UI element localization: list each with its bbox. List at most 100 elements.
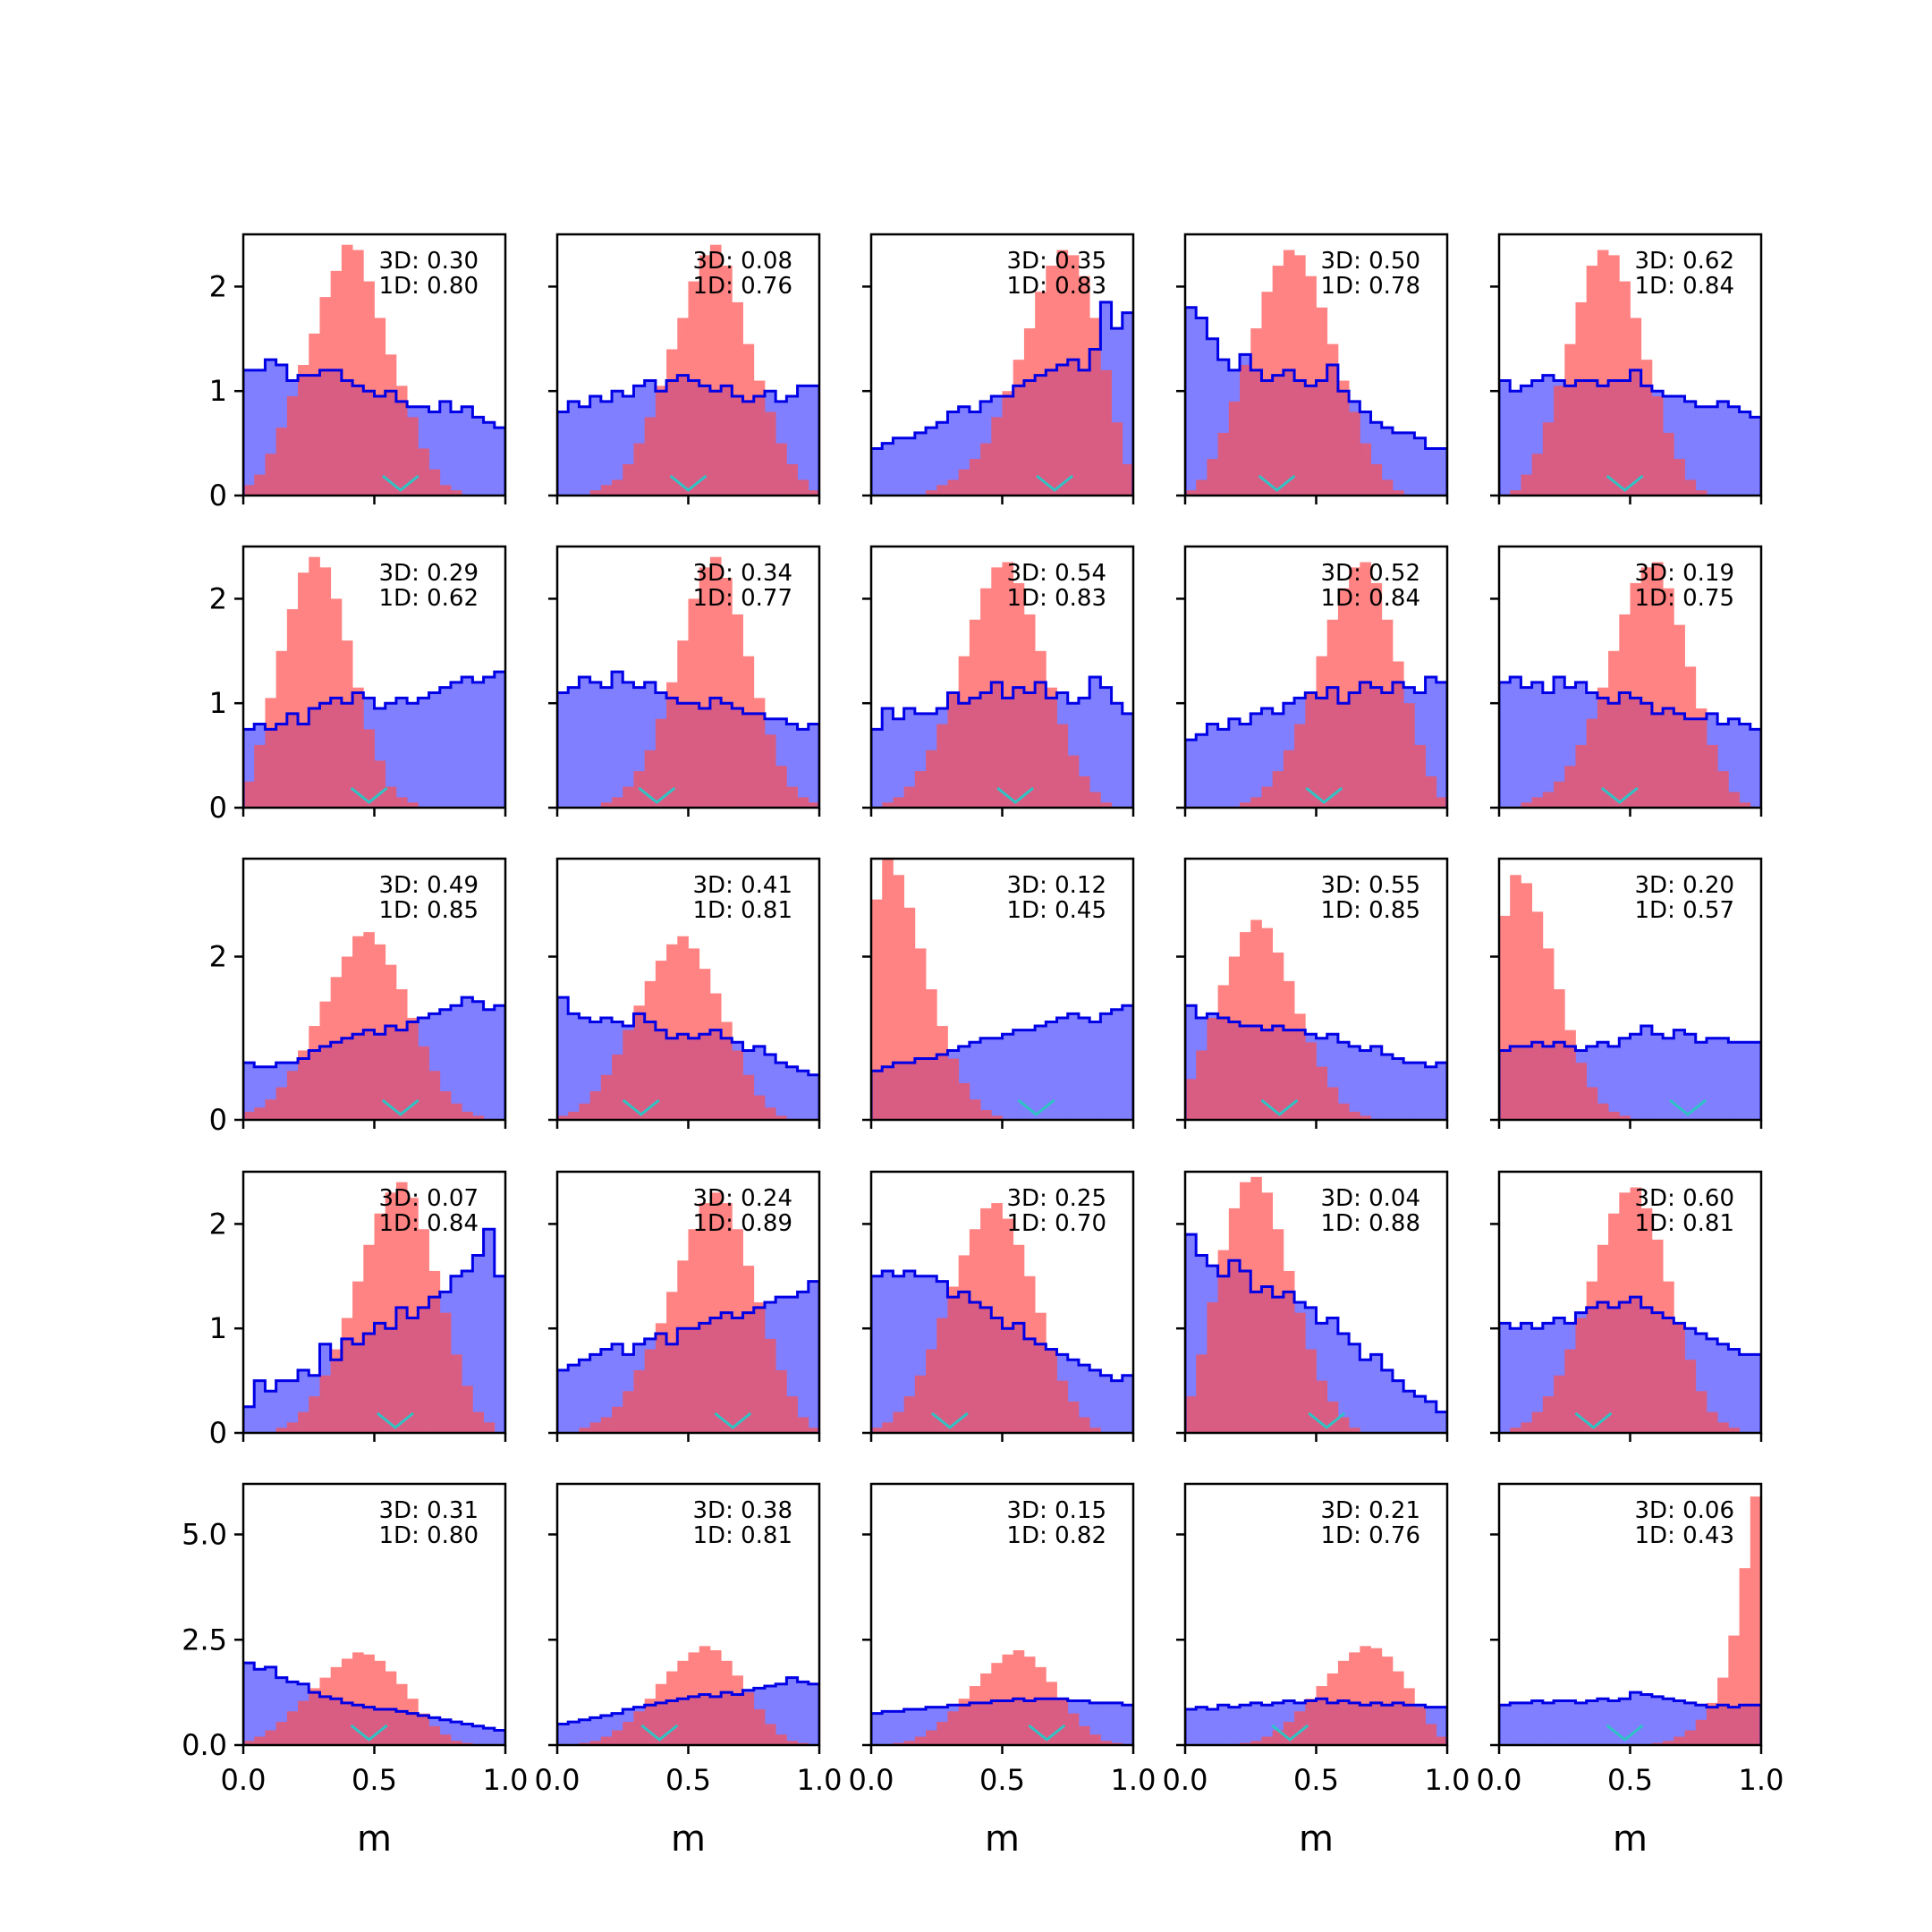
red-bar <box>947 479 960 496</box>
red-bar <box>936 485 948 496</box>
blue-bar <box>1023 1030 1036 1120</box>
red-bar <box>395 1683 408 1745</box>
y-tick-label: 1 <box>209 686 227 720</box>
red-bar <box>1521 883 1533 1120</box>
plot-area <box>243 556 505 808</box>
red-bar <box>363 1654 375 1745</box>
blue-bar <box>1122 1005 1133 1120</box>
blue-bar <box>1651 1034 1664 1120</box>
blue-bar <box>882 1711 894 1745</box>
annotation-3d: 3D: 0.55 <box>1321 872 1420 899</box>
x-tick-label: 0.0 <box>535 1763 580 1797</box>
red-bar <box>1674 1323 1685 1433</box>
blue-bar <box>797 729 809 808</box>
red-bar <box>589 490 602 496</box>
red-bar <box>882 859 894 1120</box>
blue-bar <box>472 417 484 496</box>
red-bar <box>243 1111 255 1120</box>
red-bar <box>914 1736 927 1745</box>
red-bar <box>439 1734 452 1745</box>
red-bar <box>1392 1671 1404 1745</box>
marker-icon <box>1260 1098 1299 1116</box>
blue-bar <box>1510 391 1521 496</box>
red-bar <box>980 443 992 496</box>
annotation-3d: 3D: 0.50 <box>1321 248 1420 275</box>
y-tick-label: 2.5 <box>182 1623 227 1657</box>
red-bar <box>633 443 646 496</box>
blue-step-outline <box>1499 675 1761 808</box>
red-histogram <box>243 1652 473 1745</box>
x-tick-label: 0.0 <box>221 1763 267 1797</box>
red-bar <box>1739 1568 1751 1745</box>
red-bar <box>958 469 970 496</box>
plot-area <box>243 1652 505 1745</box>
marker-icon <box>1036 474 1074 492</box>
red-bar <box>330 1666 343 1745</box>
blue-bar <box>1250 713 1262 808</box>
blue-bar <box>557 997 569 1120</box>
red-bar <box>893 1411 905 1433</box>
red-bar <box>1316 1686 1328 1745</box>
red-bar <box>385 354 397 496</box>
blue-bar <box>1111 1009 1123 1120</box>
blue-bar <box>1337 1334 1350 1433</box>
red-bar <box>1542 792 1555 808</box>
red-bar <box>980 1673 992 1745</box>
blue-bar <box>1554 677 1565 808</box>
x-tick-label: 0.5 <box>979 1763 1025 1797</box>
red-bar <box>1196 1050 1208 1120</box>
red-bar <box>589 1741 602 1745</box>
blue-bar <box>1217 729 1230 808</box>
red-bar <box>1542 948 1555 1120</box>
red-bar <box>363 1244 375 1433</box>
red-bar <box>418 1229 429 1433</box>
blue-bar <box>1089 1702 1101 1745</box>
blue-bar <box>1499 1705 1511 1745</box>
blue-bar <box>1035 1026 1046 1120</box>
blue-bar <box>1739 411 1751 496</box>
blue-bar <box>1728 406 1740 496</box>
red-bar <box>721 1203 733 1433</box>
marker-icon <box>669 474 708 492</box>
red-bar <box>1326 343 1339 496</box>
red-bar <box>352 250 364 496</box>
red-bar <box>1554 1375 1565 1433</box>
blue-bar <box>1381 428 1394 496</box>
blue-bar <box>1674 1700 1685 1745</box>
y-tick-label: 2 <box>209 1207 227 1241</box>
x-tick-label: 0.5 <box>352 1763 397 1797</box>
blue-bar <box>1370 1354 1383 1433</box>
blue-bar <box>1392 1380 1404 1433</box>
annotation-3d: 3D: 0.19 <box>1635 560 1734 587</box>
red-bar <box>612 1406 623 1433</box>
blue-bar <box>1542 1702 1555 1745</box>
red-bar <box>991 1663 1003 1745</box>
red-bar <box>1100 369 1112 496</box>
red-bar <box>980 588 992 808</box>
blue-bar <box>1510 1328 1521 1433</box>
red-bar <box>1392 490 1404 496</box>
red-bar <box>969 1099 981 1120</box>
marker-icon <box>1606 1724 1644 1741</box>
blue-bar <box>557 692 569 808</box>
blue-step-outline <box>1185 1233 1447 1433</box>
red-bar <box>428 469 441 496</box>
annotation-1d: 1D: 0.84 <box>1321 585 1420 612</box>
blue-bar <box>1002 1034 1014 1120</box>
annotation-3d: 3D: 0.49 <box>379 872 479 899</box>
red-bar <box>1078 1417 1090 1433</box>
red-bar <box>958 1699 970 1745</box>
marker-icon <box>1669 1098 1707 1116</box>
blue-bar <box>1750 729 1761 808</box>
blue-bar <box>808 1074 819 1120</box>
red-histogram <box>871 859 1003 1120</box>
blue-bar <box>1337 1042 1350 1120</box>
red-bar <box>655 718 667 808</box>
red-bar <box>243 1741 255 1745</box>
red-bar <box>1337 1417 1350 1433</box>
x-tick-label: 0.5 <box>1607 1763 1653 1797</box>
